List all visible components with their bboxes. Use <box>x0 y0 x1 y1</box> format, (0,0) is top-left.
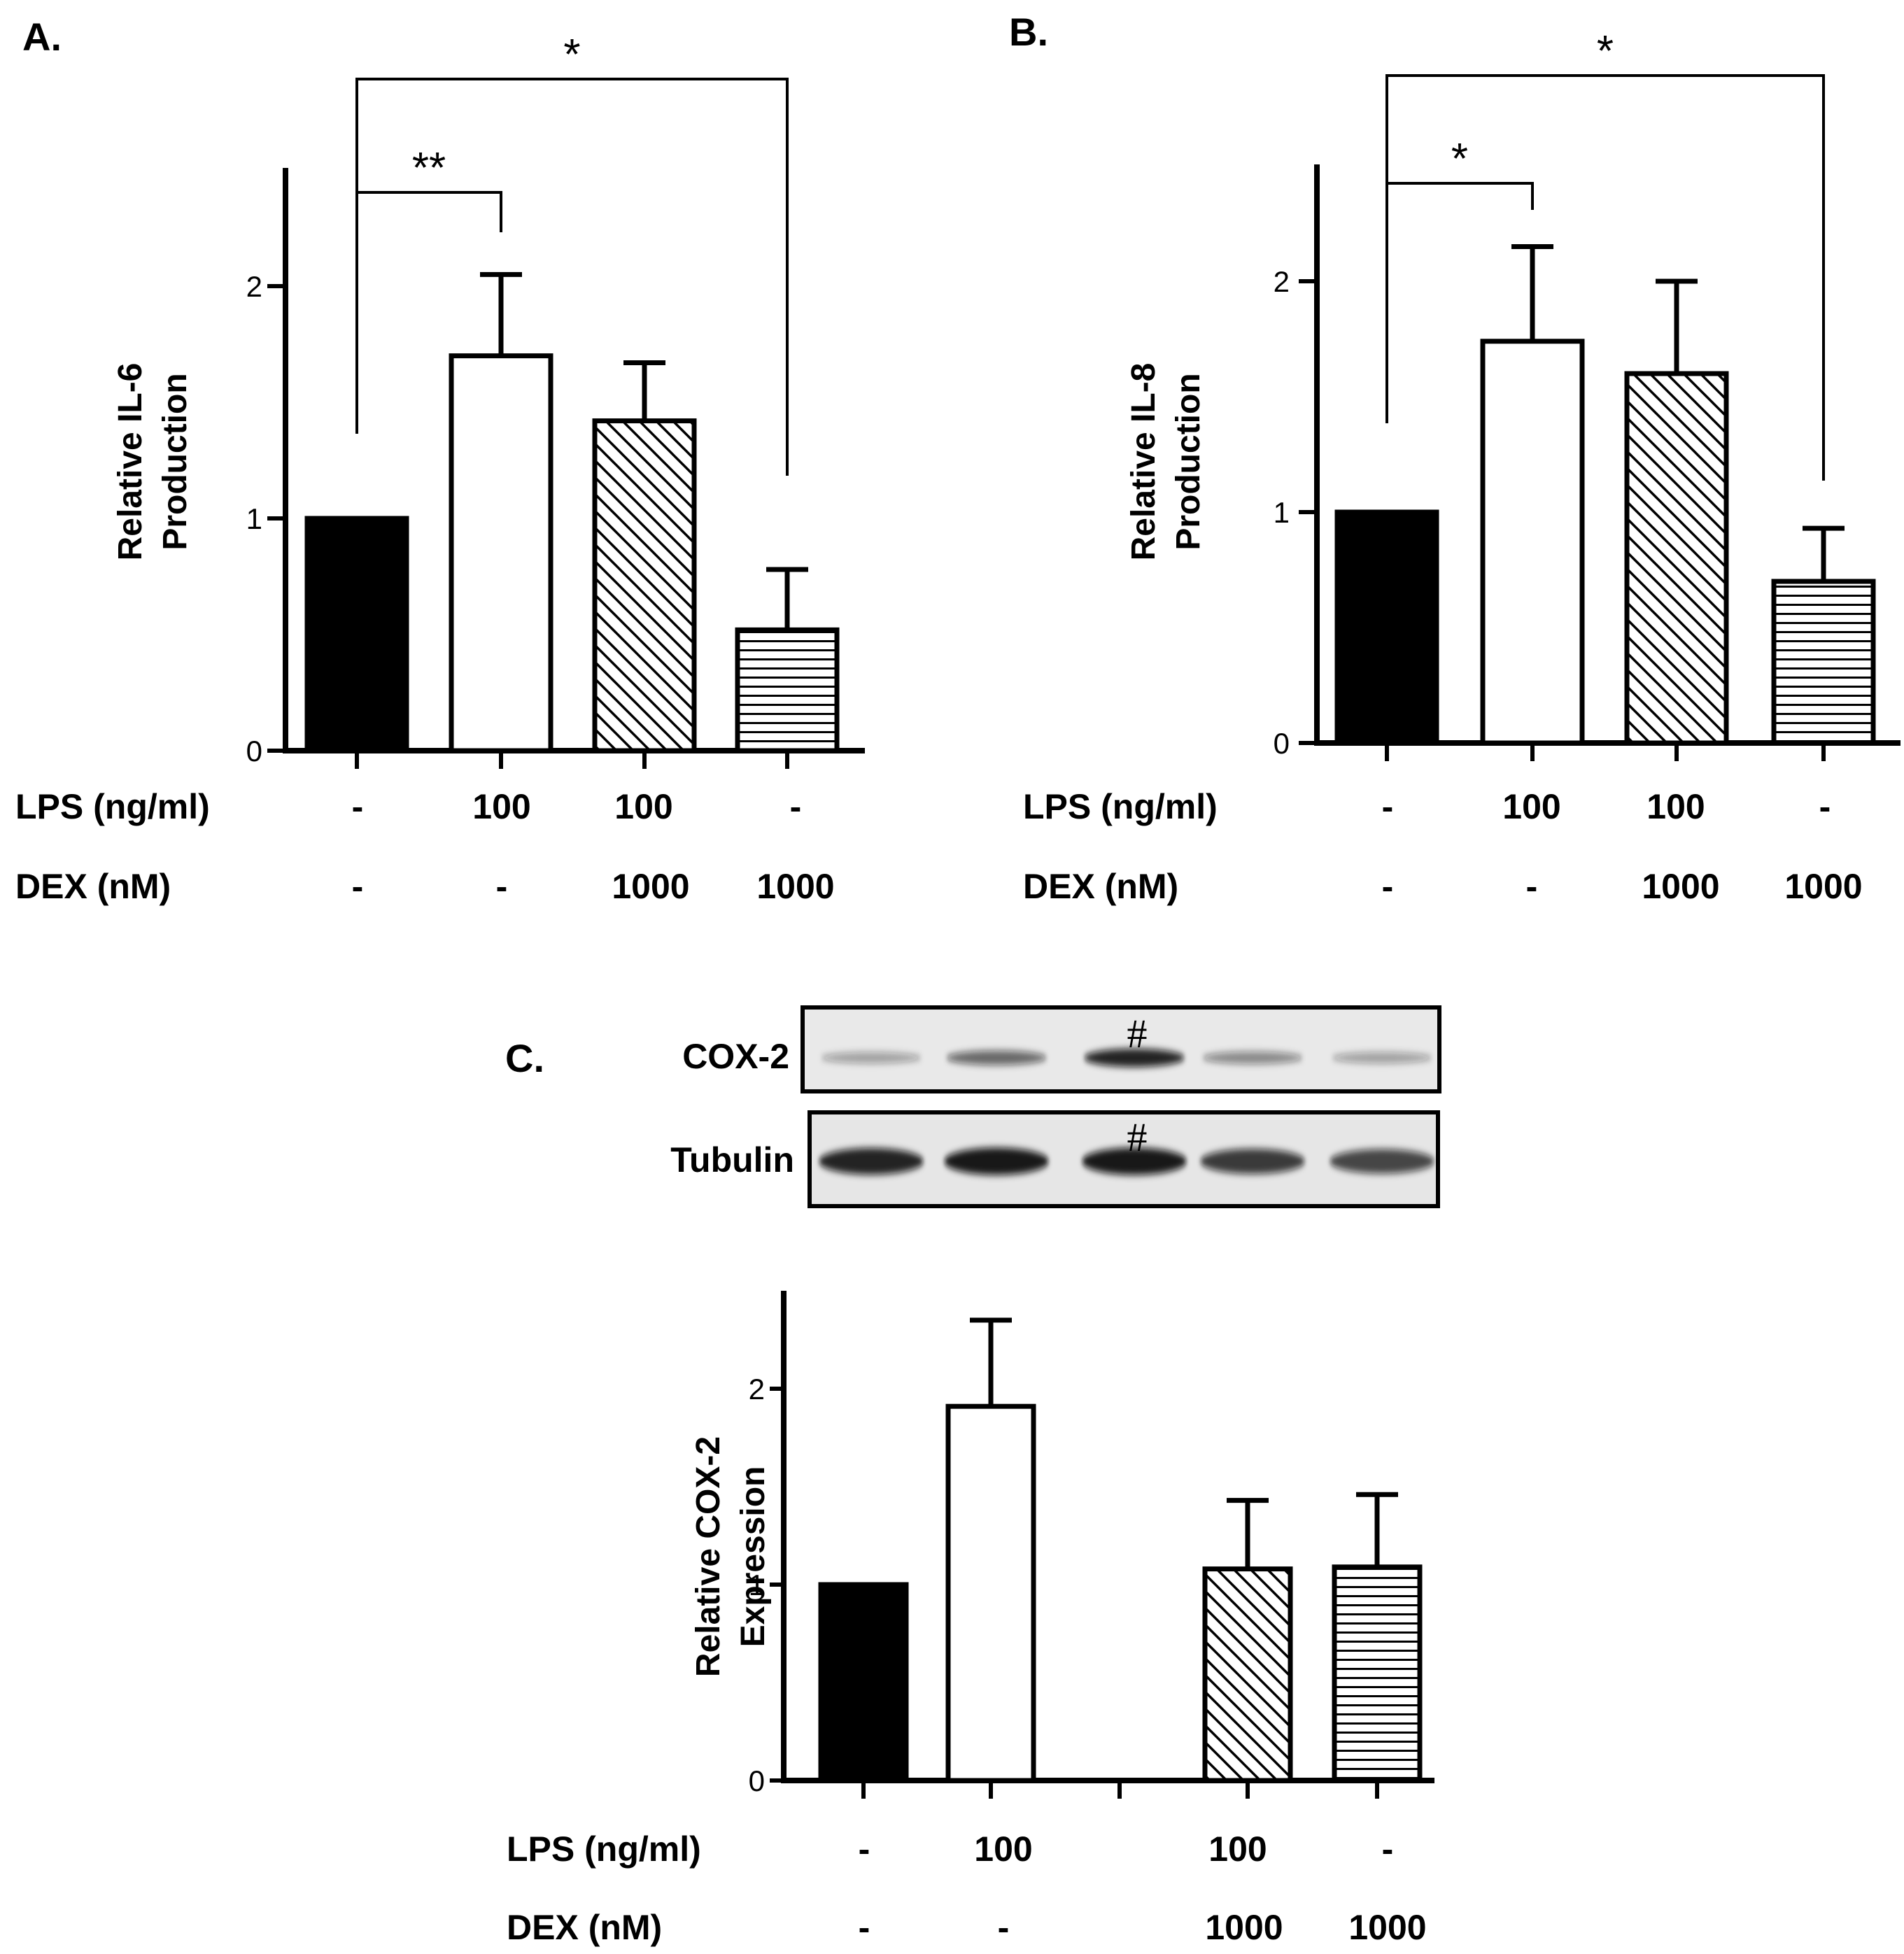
significance-label: * <box>563 31 580 79</box>
significance-bracket <box>1385 74 1825 481</box>
blot-band-tubulin <box>1200 1149 1305 1174</box>
panel-a-dex-value: - <box>352 867 364 906</box>
panel-a-lps-value: - <box>352 787 364 826</box>
bar <box>1334 509 1439 746</box>
blot-band-cox2 <box>1202 1051 1303 1065</box>
bar <box>449 353 553 753</box>
panel-a-dex-value: 1000 <box>756 867 834 906</box>
panel-a-lps-value: - <box>790 787 802 826</box>
panel-a-ylabel-line1: Relative IL-6 <box>112 363 149 561</box>
blot-marker-tubulin: # <box>1127 1114 1148 1160</box>
chart-b: 0 1 2 * * <box>1274 27 1901 761</box>
y-tick-label: 0 <box>246 735 262 767</box>
blot-row-label-tubulin: Tubulin <box>670 1140 794 1180</box>
bar <box>592 418 697 753</box>
panel-a-label: A. <box>22 15 62 59</box>
blot-bands <box>819 1048 1434 1175</box>
panel-b-dex-value: - <box>1382 867 1394 906</box>
panel-c-lps-value: - <box>1382 1829 1394 1869</box>
bar <box>735 627 840 753</box>
panel-c-lps-value: 100 <box>974 1829 1032 1869</box>
panel-a-dex-value: 1000 <box>612 867 689 906</box>
blot-band-cox2 <box>946 1050 1047 1066</box>
y-tick-label: 2 <box>1274 265 1290 298</box>
bar <box>1624 371 1729 746</box>
y-tick-label: 1 <box>246 502 262 535</box>
y-tick-label: 2 <box>246 270 262 303</box>
panel-c-ylabel-line1: Relative COX-2 <box>690 1436 727 1677</box>
blot-band-tubulin <box>1082 1147 1187 1175</box>
blot-band-cox2 <box>1332 1052 1432 1064</box>
significance-label: * <box>1451 135 1468 183</box>
bar <box>304 516 409 753</box>
blot-band-cox2 <box>821 1052 922 1064</box>
chart-a: 012*** <box>246 31 865 769</box>
bar <box>818 1582 909 1783</box>
significance-bracket <box>355 78 789 476</box>
panel-b-dex-value: - <box>1526 867 1538 906</box>
panel-c-ylabel-line2: Expression <box>735 1466 772 1648</box>
panel-c-label: C. <box>505 1036 544 1080</box>
blot-marker-cox2: # <box>1127 1011 1148 1056</box>
panel-b-ylabel: Relative IL-8 Production <box>1125 363 1207 561</box>
panel-a-ylabel-line2: Production <box>157 373 194 550</box>
blot-band-tubulin <box>819 1148 924 1175</box>
panel-c-lps-value: 100 <box>1208 1829 1267 1869</box>
bar <box>1202 1566 1293 1783</box>
panel-b-lps-value: - <box>1819 787 1831 826</box>
blot-band-tubulin <box>1330 1149 1434 1174</box>
panel-a-lps-value: 100 <box>472 787 530 826</box>
bar <box>1480 339 1585 746</box>
panel-b-ylabel-line1: Relative IL-8 <box>1125 363 1162 561</box>
panel-b-dex-label: DEX (nM) <box>1023 867 1178 906</box>
panel-c-dex-value: 1000 <box>1348 1908 1426 1947</box>
y-tick-label: 0 <box>1274 727 1290 760</box>
panel-c-dex-value: - <box>859 1908 870 1947</box>
panel-c-lps-label: LPS (ng/ml) <box>507 1829 701 1869</box>
significance-label: ** <box>412 144 446 192</box>
panel-b-ylabel-line2: Production <box>1170 373 1207 550</box>
blot-band-cox2 <box>1084 1048 1185 1068</box>
y-tick-label: 0 <box>749 1764 765 1797</box>
panel-b-lps-label: LPS (ng/ml) <box>1023 787 1218 826</box>
panel-c-ylabel: Relative COX-2 Expression <box>690 1436 772 1677</box>
panel-a-lps-label: LPS (ng/ml) <box>15 787 210 826</box>
panel-b-dex-value: 1000 <box>1642 867 1719 906</box>
y-tick-label: 2 <box>749 1373 765 1406</box>
y-tick-label: 1 <box>1274 496 1290 529</box>
panel-b-label: B. <box>1009 10 1048 54</box>
panel-c-lps-value: - <box>859 1829 870 1869</box>
panel-c-dex-value: - <box>998 1908 1010 1947</box>
chart-c: 0 1 2 <box>749 1291 1434 1799</box>
bar <box>945 1403 1036 1783</box>
panel-c-dex-label: DEX (nM) <box>507 1908 662 1947</box>
panel-b-dex-value: 1000 <box>1784 867 1862 906</box>
blot-band-tubulin <box>944 1147 1049 1175</box>
panel-b-lps-value: 100 <box>1502 787 1560 826</box>
bar <box>1332 1564 1423 1783</box>
bar <box>1771 579 1876 746</box>
panel-a-dex-label: DEX (nM) <box>15 867 171 906</box>
blot-row-label-cox2: COX-2 <box>682 1037 789 1076</box>
panel-b-lps-value: - <box>1382 787 1394 826</box>
panel-a-lps-value: 100 <box>614 787 672 826</box>
significance-label: * <box>1597 27 1614 76</box>
western-blot: COX-2 Tubulin # # <box>670 1005 1441 1208</box>
panel-c-dex-value: 1000 <box>1205 1908 1283 1947</box>
panel-a-dex-value: - <box>496 867 508 906</box>
panel-b-lps-value: 100 <box>1646 787 1705 826</box>
panel-a-ylabel: Relative IL-6 Production <box>112 363 194 561</box>
y-tick-label: 1 <box>749 1569 765 1601</box>
